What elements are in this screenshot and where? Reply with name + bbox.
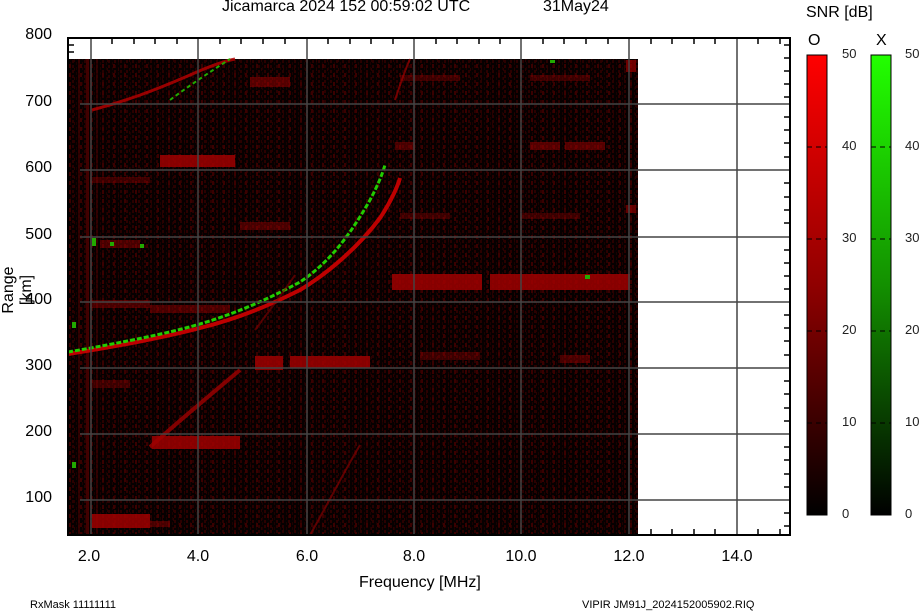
y-tick: 400 <box>25 291 52 308</box>
cb-o-tick: 40 <box>842 138 857 153</box>
plot-frame <box>67 37 791 536</box>
cb-x-tick: 0 <box>905 506 913 521</box>
cb-o-tick: 0 <box>842 506 850 521</box>
y-axis-label: Range [km] <box>0 266 35 314</box>
y-tick: 500 <box>25 226 52 243</box>
cb-x-tick: 20 <box>905 322 920 337</box>
x-tick: 4.0 <box>186 548 210 565</box>
x-minor-ticks <box>111 38 781 535</box>
chart-date: 31May24 <box>543 0 609 15</box>
x-tick: 2.0 <box>77 548 101 565</box>
cb-x-tick: 50 <box>905 46 920 61</box>
rx-mask-label: RxMask 11111111 <box>30 599 117 611</box>
y-tick: 100 <box>25 489 52 506</box>
cb-o-tick: 20 <box>842 322 857 337</box>
file-name-label: VIPIR JM91J_2024152005902.RIQ <box>582 599 755 611</box>
colorbar-x-label: X <box>876 32 887 49</box>
x-tick: 12.0 <box>613 548 645 565</box>
y-tick: 200 <box>25 423 52 440</box>
cb-x-tick: 40 <box>905 138 920 153</box>
cb-o-tick: 10 <box>842 414 857 429</box>
x-axis-label: Frequency [MHz] <box>359 574 481 591</box>
colorbar-x <box>870 54 892 516</box>
cb-o-tick: 50 <box>842 46 857 61</box>
colorbar-title: SNR [dB] <box>806 4 873 21</box>
x-tick: 10.0 <box>505 548 537 565</box>
x-tick: 14.0 <box>721 548 753 565</box>
ionogram-data <box>67 57 638 536</box>
colorbar-o-label: O <box>808 32 821 49</box>
grid-lines <box>80 38 790 535</box>
cb-x-tick: 30 <box>905 230 920 245</box>
y-tick: 600 <box>25 159 52 176</box>
colorbar-o <box>806 54 828 516</box>
cb-o-tick: 30 <box>842 230 857 245</box>
y-tick: 300 <box>25 357 52 374</box>
y-minor-ticks <box>68 44 790 527</box>
chart-title: Jicamarca 2024 152 00:59:02 UTC <box>222 0 471 15</box>
x-tick: 8.0 <box>402 548 426 565</box>
x-tick: 6.0 <box>295 548 319 565</box>
y-tick: 800 <box>25 26 52 43</box>
cb-x-tick: 10 <box>905 414 920 429</box>
y-tick: 700 <box>25 93 52 110</box>
